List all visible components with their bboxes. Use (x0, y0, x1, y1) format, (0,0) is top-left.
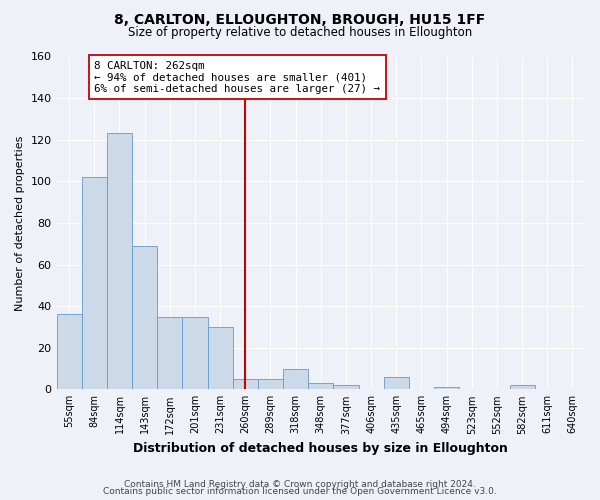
Bar (383, 377, 409, 390)
Text: Contains public sector information licensed under the Open Government Licence v3: Contains public sector information licen… (103, 488, 497, 496)
Text: Size of property relative to detached houses in Elloughton: Size of property relative to detached ho… (128, 26, 472, 39)
Bar (334, 385, 359, 390)
Text: 8, CARLTON, ELLOUGHTON, BROUGH, HU15 1FF: 8, CARLTON, ELLOUGHTON, BROUGH, HU15 1FF (115, 12, 485, 26)
Bar (182, 316, 208, 390)
Bar (434, 387, 459, 390)
Bar (258, 379, 283, 390)
Bar (132, 246, 157, 390)
Bar (308, 383, 334, 390)
Text: Contains HM Land Registry data © Crown copyright and database right 2024.: Contains HM Land Registry data © Crown c… (124, 480, 476, 489)
Bar (107, 134, 132, 390)
Bar (56, 314, 82, 390)
Bar (82, 177, 107, 390)
Bar (233, 379, 258, 390)
Bar (283, 368, 308, 390)
X-axis label: Distribution of detached houses by size in Elloughton: Distribution of detached houses by size … (133, 442, 508, 455)
Y-axis label: Number of detached properties: Number of detached properties (15, 135, 25, 310)
Bar (157, 316, 182, 390)
Text: 8 CARLTON: 262sqm
← 94% of detached houses are smaller (401)
6% of semi-detached: 8 CARLTON: 262sqm ← 94% of detached hous… (94, 60, 380, 94)
Bar (208, 327, 233, 390)
Bar (509, 385, 535, 390)
